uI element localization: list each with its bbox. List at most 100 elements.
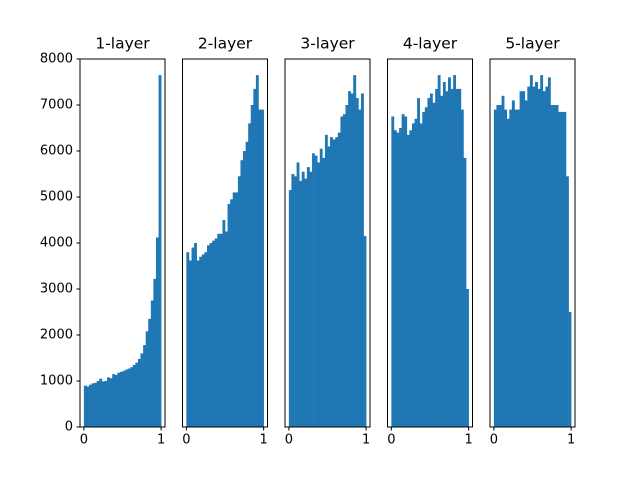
bar (86, 386, 90, 427)
bar (453, 75, 457, 427)
bar (340, 116, 344, 427)
bar (117, 372, 121, 427)
bar (188, 260, 192, 427)
bar (107, 377, 110, 427)
bar (414, 118, 418, 428)
bar (524, 100, 528, 428)
bar (409, 130, 413, 428)
bar (348, 91, 351, 427)
y-tick-label: 6000 (40, 144, 73, 159)
bar (101, 381, 105, 427)
bar (363, 236, 367, 427)
y-tick-label: 3000 (40, 282, 73, 297)
bar (511, 100, 515, 428)
bar (499, 105, 502, 427)
subplot-title: 4-layer (403, 35, 458, 53)
bar (435, 88, 439, 428)
bar (514, 109, 518, 427)
bar (130, 367, 134, 427)
bar (135, 362, 139, 427)
bar (535, 82, 538, 427)
bar (553, 105, 556, 427)
bar (460, 109, 464, 427)
bar (532, 86, 536, 427)
bar (306, 167, 310, 427)
axes-frame (284, 58, 371, 428)
bar (194, 243, 197, 427)
bar (332, 139, 336, 427)
bar (201, 254, 205, 427)
bar (255, 75, 259, 427)
bar (335, 137, 339, 427)
bar (148, 318, 152, 427)
bar (411, 123, 415, 428)
y-tick-label: 2000 (40, 328, 73, 343)
bar (301, 171, 305, 427)
bar (427, 98, 431, 427)
x-tick-label: 0 (80, 433, 88, 448)
bar (399, 128, 402, 427)
bar (91, 383, 95, 427)
bar (291, 174, 295, 427)
bar (150, 300, 154, 427)
bar (509, 109, 513, 427)
bar (519, 91, 523, 427)
bar (355, 98, 359, 427)
bar (568, 312, 572, 427)
bar (230, 199, 234, 427)
bar (358, 109, 362, 427)
bar (327, 146, 331, 427)
x-tick-label: 0 (387, 433, 395, 448)
bar (437, 75, 441, 427)
bar (337, 132, 341, 427)
bar (560, 111, 564, 428)
bar (527, 86, 531, 427)
bar (235, 192, 239, 427)
bar (401, 114, 405, 427)
bar (353, 75, 357, 427)
bar (558, 111, 562, 428)
bar (248, 123, 252, 428)
x-tick-label: 0 (490, 433, 498, 448)
axes-frame (489, 58, 576, 428)
bar (537, 88, 541, 428)
bar (243, 151, 246, 427)
bar (432, 102, 436, 427)
bar (493, 109, 497, 427)
x-tick-label: 1 (362, 433, 370, 448)
bar (419, 123, 423, 428)
bar (225, 231, 228, 427)
bar (127, 368, 131, 427)
bar (529, 75, 533, 427)
bar (191, 247, 195, 427)
bar (112, 374, 116, 427)
bar (312, 153, 315, 428)
bar (319, 148, 323, 427)
bar (309, 171, 313, 427)
subplot-title: 2-layer (198, 35, 253, 53)
bar (186, 252, 190, 427)
bar (206, 245, 210, 427)
bar (155, 237, 159, 427)
bar (219, 233, 223, 427)
bar (396, 132, 400, 427)
bar (212, 240, 216, 427)
subplot-title: 5-layer (505, 35, 560, 53)
bar (114, 375, 118, 427)
bar (240, 160, 244, 427)
bar (314, 155, 318, 427)
x-tick-label: 1 (259, 433, 267, 448)
bar (227, 203, 231, 427)
bar (350, 93, 354, 427)
bar (288, 190, 292, 427)
y-tick-label: 0 (65, 420, 73, 435)
bar (406, 134, 410, 427)
y-tick-label: 1000 (40, 374, 73, 389)
bar (463, 157, 467, 427)
bar (83, 385, 87, 427)
bar (217, 233, 221, 427)
bar (466, 289, 469, 427)
bar (296, 162, 300, 427)
bar (565, 176, 569, 427)
